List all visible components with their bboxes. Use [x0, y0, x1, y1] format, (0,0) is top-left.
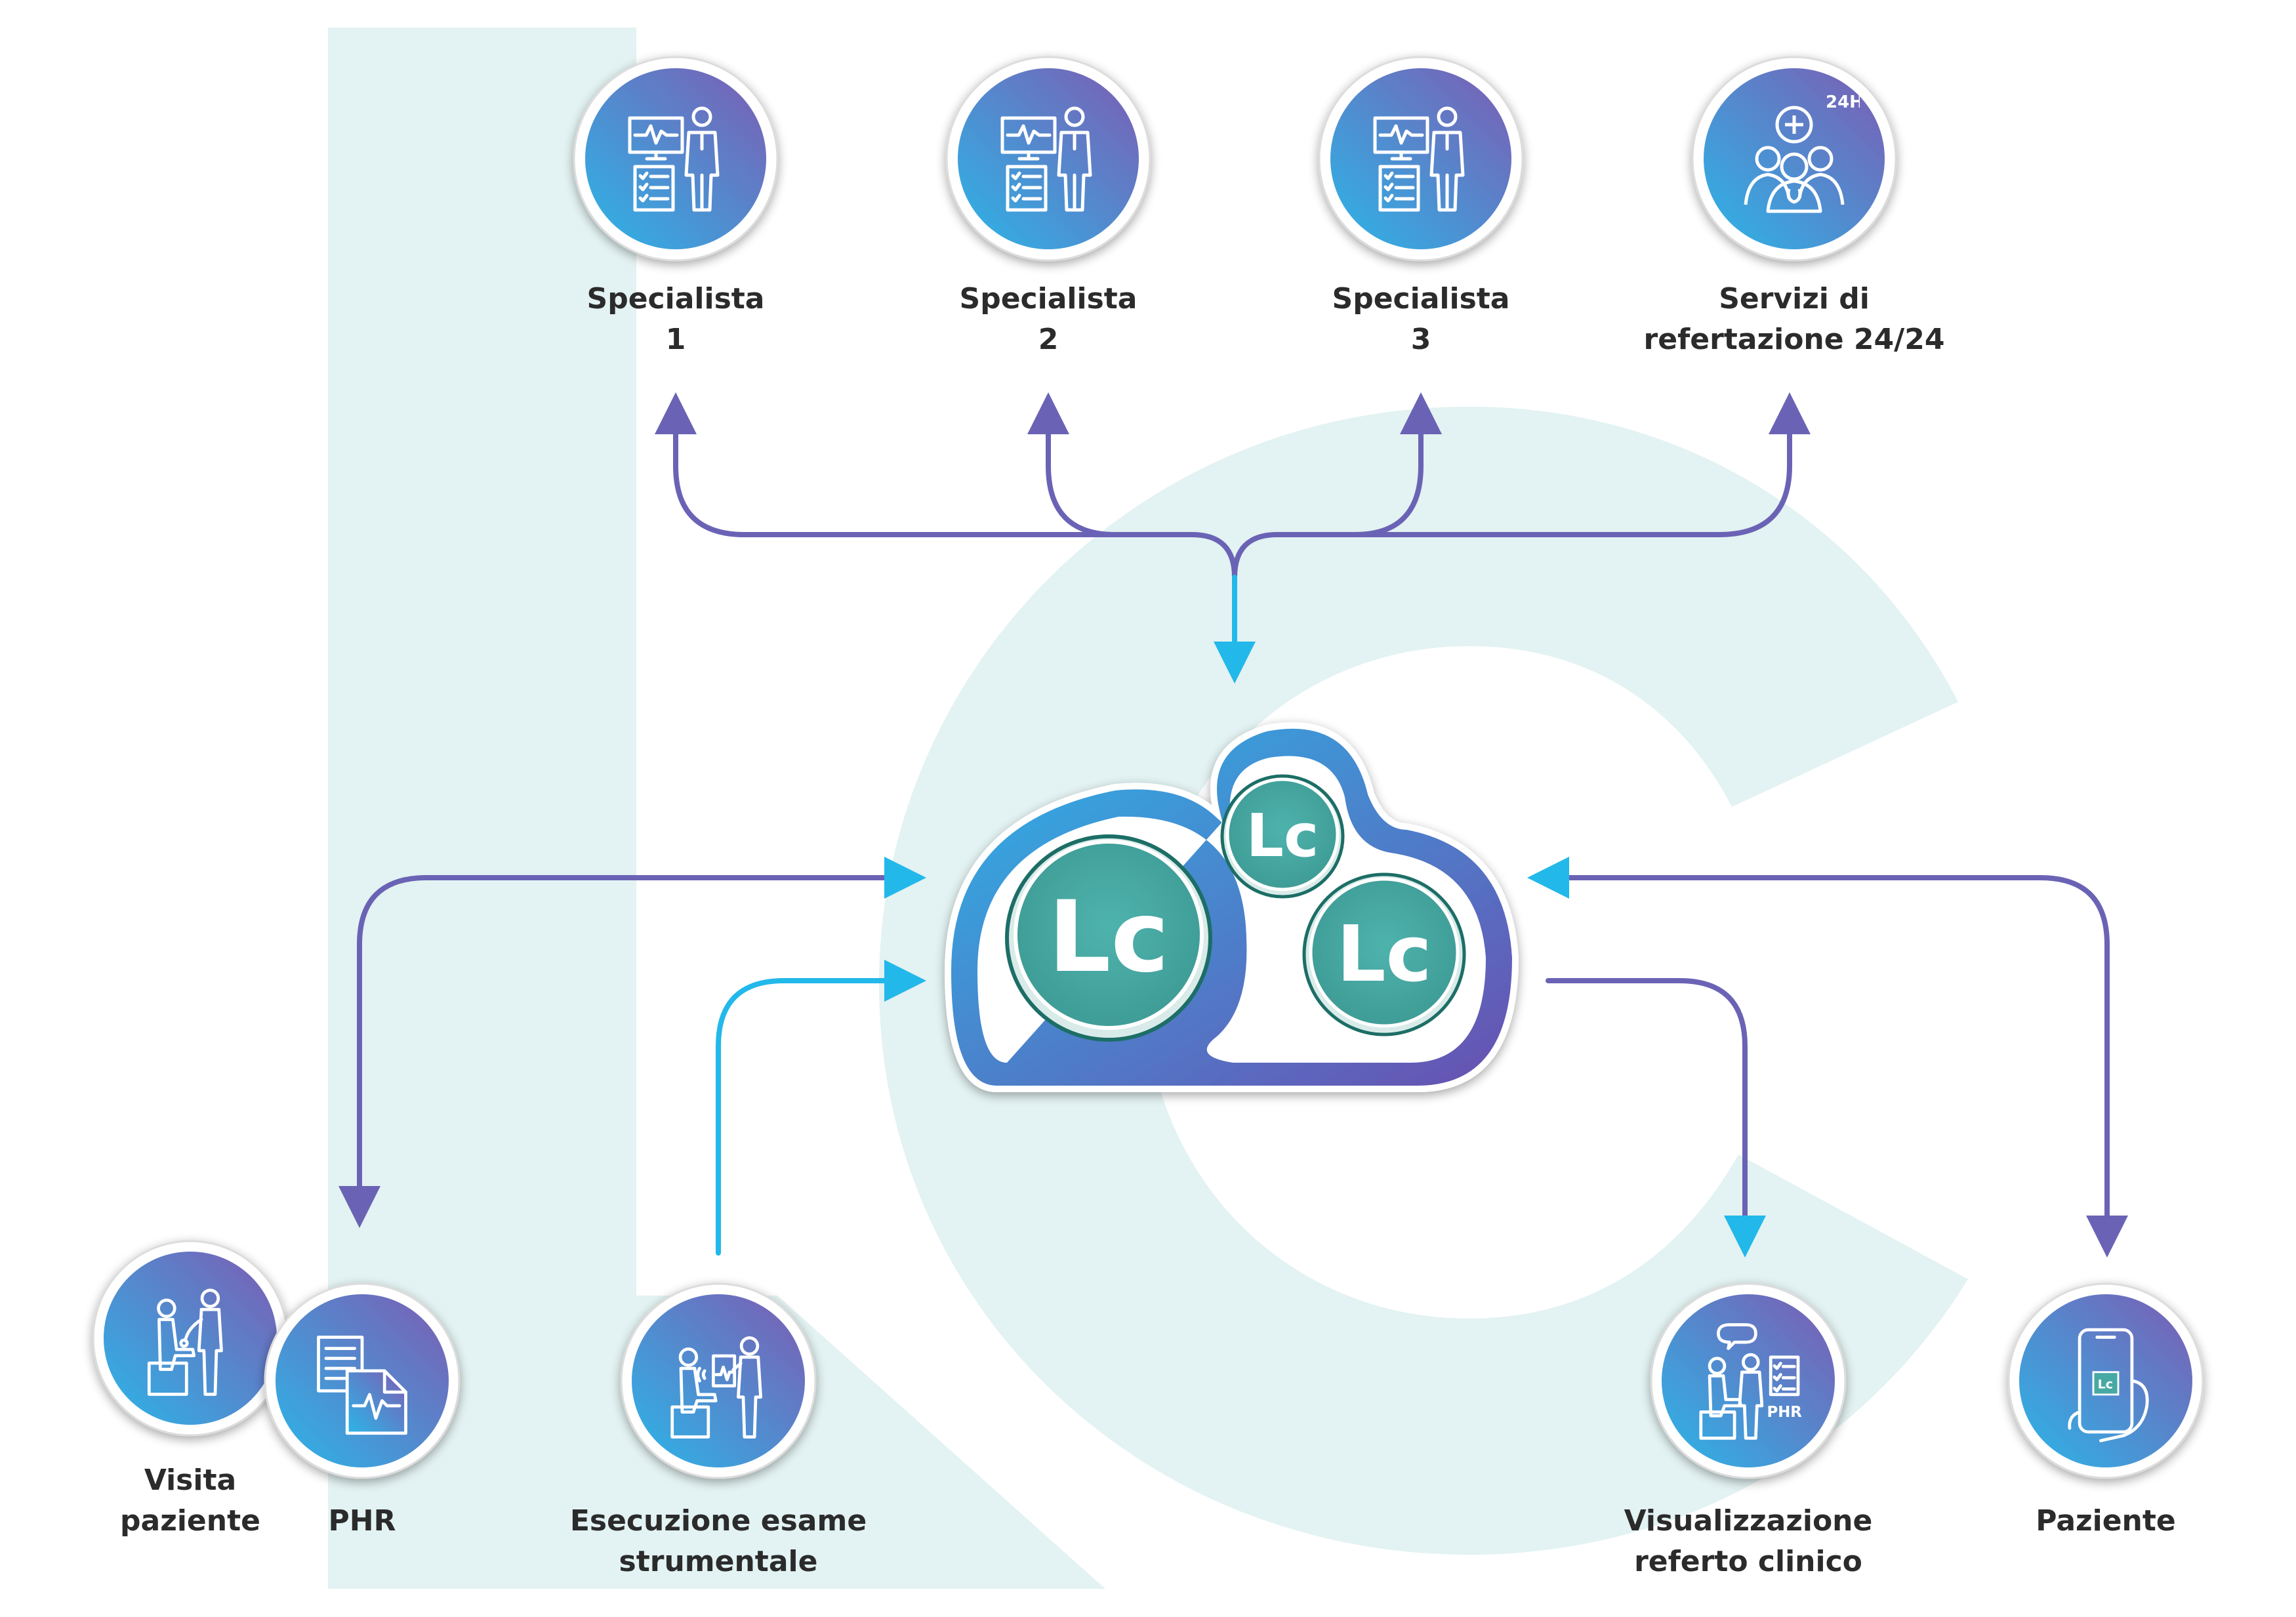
lc-logo-large: Lc [1005, 834, 1212, 1042]
esecuzione-esame-label-line1: Esecuzione esame [569, 1504, 867, 1538]
specialista-2-node [945, 56, 1151, 262]
specialista-2-label-line2: 2 [1038, 323, 1059, 356]
paziente-node [2007, 1282, 2204, 1479]
connector-cloud-phr-bidirectional [338, 857, 926, 1228]
visualizzazione-referto-node [1650, 1282, 1847, 1479]
connector-hub-to-specialista-2 [1027, 392, 1118, 537]
specialista-1-node [573, 56, 779, 262]
specialista-3-label: Specialista 3 [1290, 279, 1552, 360]
connector-exam-to-cloud [716, 960, 926, 1256]
visualizzazione-referto-label-line1: Visualizzazione [1624, 1504, 1873, 1538]
specialista-3-label-line2: 3 [1410, 323, 1431, 356]
phr-label: PHR [297, 1501, 428, 1542]
specialista-2-label-line1: Specialista [959, 282, 1138, 316]
lc-logo-medium: Lc [1302, 872, 1466, 1036]
esecuzione-esame-label-line2: strumentale [619, 1545, 818, 1578]
visita-paziente-node [92, 1240, 289, 1437]
specialista-1-label-line2: 1 [665, 323, 686, 356]
connector-cloud-paziente-bidirectional [1527, 857, 2128, 1258]
phr-node [264, 1282, 461, 1479]
visita-paziente-label-line1: Visita [144, 1463, 237, 1497]
paziente-label-line1: Paziente [2036, 1504, 2176, 1538]
visualizzazione-referto-label-line2: referto clinico [1634, 1545, 1862, 1578]
specialista-1-label: Specialista 1 [544, 279, 807, 360]
svg-text:Lc: Lc [1336, 909, 1431, 999]
connector-hub-to-specialista-1 [655, 392, 1237, 613]
connector-hub-to-servizi-24-24 [1352, 392, 1811, 537]
esecuzione-esame-node [620, 1282, 817, 1479]
visita-paziente-label-line2: paziente [120, 1504, 260, 1538]
svg-text:Lc: Lc [1246, 802, 1319, 870]
specialista-1-label-line1: Specialista [586, 282, 765, 316]
visita-paziente-label: Visita paziente [92, 1460, 289, 1542]
paziente-label: Paziente [1975, 1501, 2237, 1542]
servizi-refertazione-label-line1: Servizi di [1719, 282, 1870, 316]
servizi-refertazione-node [1691, 56, 1897, 262]
phr-label-line1: PHR [328, 1504, 396, 1538]
visualizzazione-referto-label: Visualizzazione referto clinico [1551, 1501, 1945, 1582]
servizi-refertazione-label: Servizi di refertazione 24/24 [1597, 279, 1991, 360]
lc-logo-small: Lc [1220, 774, 1345, 899]
specialista-3-label-line1: Specialista [1332, 282, 1510, 316]
esecuzione-esame-label: Esecuzione esame strumentale [522, 1501, 915, 1582]
specialista-2-label: Specialista 2 [917, 279, 1179, 360]
servizi-refertazione-label-line2: refertazione 24/24 [1643, 323, 1945, 356]
svg-text:Lc: Lc [1048, 880, 1170, 994]
specialista-3-node [1318, 56, 1524, 262]
lc-cloud-hub: Lc Lc Lc [944, 722, 1519, 1092]
